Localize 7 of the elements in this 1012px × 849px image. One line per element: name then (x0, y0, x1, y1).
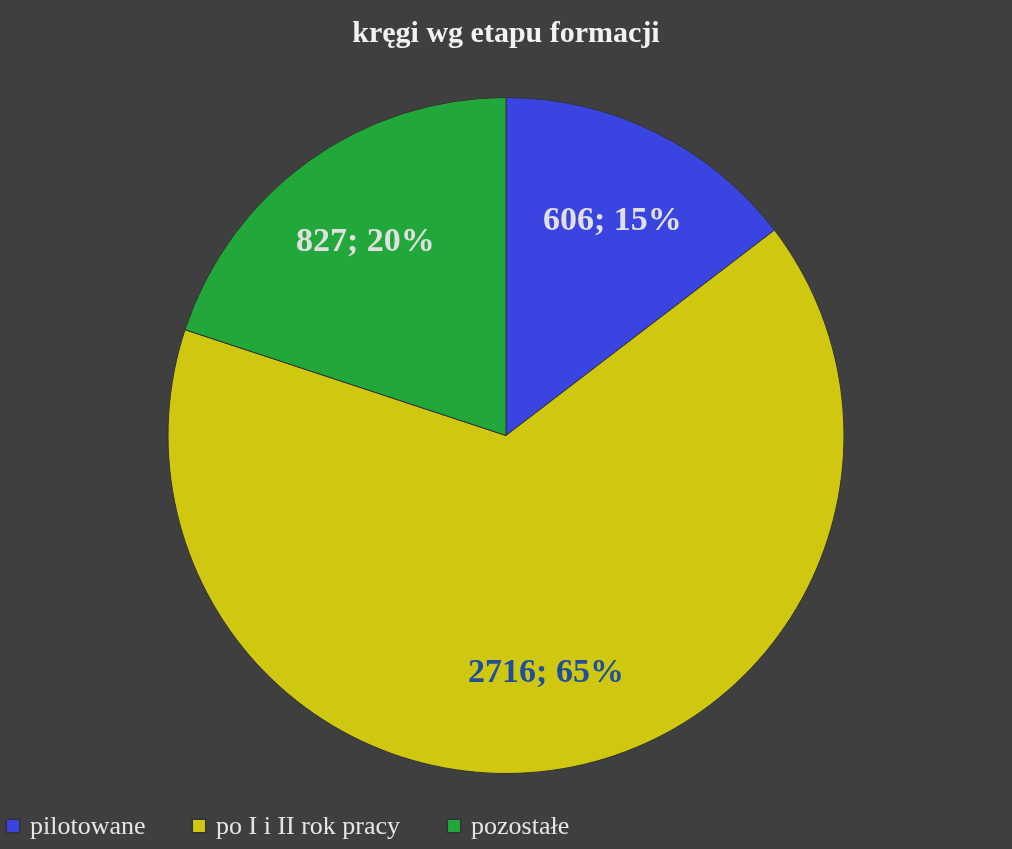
data-label: 606; 15% (542, 200, 682, 238)
legend-label: pilotowane (30, 811, 146, 840)
chart-title: kręgi wg etapu formacji (352, 15, 660, 48)
data-label: 2716; 65% (468, 652, 624, 690)
legend-label: pozostałe (471, 811, 570, 840)
data-label: 827; 20% (295, 221, 435, 259)
legend-label: po I i II rok pracy (216, 811, 401, 840)
